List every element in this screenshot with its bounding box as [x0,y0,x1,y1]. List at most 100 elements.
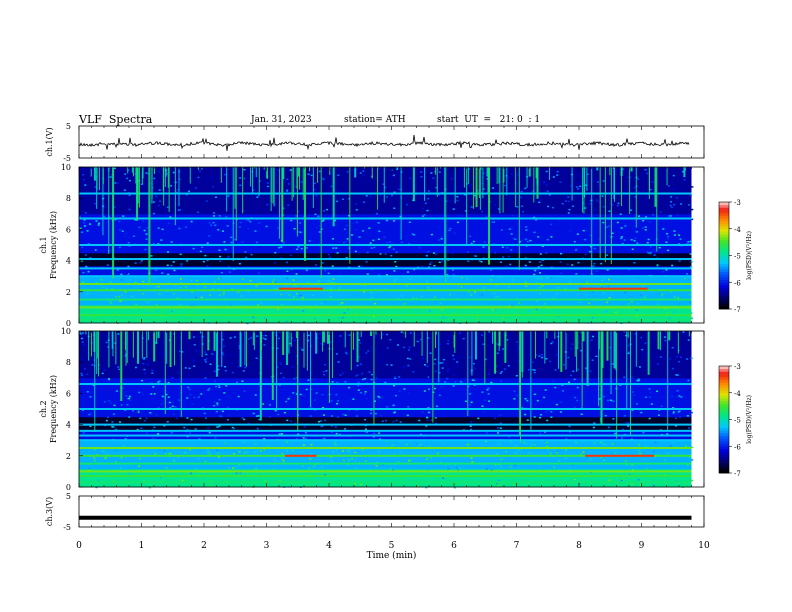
ch2-spectrogram-speckle [604,414,607,417]
ch1-spectrogram-sferic [435,167,437,175]
ch2-spectrogram-speckle [540,413,543,416]
ch1-spectrogram-speckle [350,234,353,236]
ch2-spectrogram-speckle [205,472,208,475]
ch2-spectrogram-speckle [650,403,653,405]
ch1-spectrogram-speckle [691,186,694,188]
ch2-spectrogram-sferic [253,331,255,350]
ch2-spectrogram-speckle [314,385,317,387]
ch2-spectrogram-speckle [227,466,230,469]
ch1-spectrogram-speckle [533,231,536,234]
ch1-spectrogram-speckle [109,176,112,179]
ch1-spectrogram-speckle [524,187,527,190]
ch3-waveform-xtick-label: 1 [139,541,145,551]
ch1-spectrogram-speckle [212,221,215,224]
ch2-spectrogram-speckle [414,354,417,356]
ch1-spectrogram-speckle [185,226,188,228]
ch1-spectrogram-speckle [285,320,288,322]
ch1-spectrogram-speckle [339,303,342,306]
ch1-spectrogram-speckle [577,178,580,181]
ch2-spectrogram-sferic [252,331,254,346]
ch2-spectrogram-speckle [283,411,286,414]
ch1-spectrogram-speckle [690,261,693,263]
ch1-spectrogram-speckle [190,220,193,223]
ch1-spectrogram-speckle [177,209,180,211]
ch1-spectrogram-speckle [541,245,544,247]
ch2-spectrogram-speckle [395,419,398,422]
ch1-spectrogram-sferic [571,167,573,201]
ch2-spectrogram-speckle [470,457,473,459]
ch1-spectrogram-sferic [498,167,500,184]
ch2-spectrogram-speckle [439,362,442,364]
ch2-spectrogram-speckle [280,457,283,459]
ch1-spectrogram-speckle [295,215,298,217]
ch1-spectrogram-speckle [430,261,433,264]
ch1-spectrogram-sferic [488,167,491,265]
ch1-spectrogram-speckle [255,285,258,287]
ch1-spectrogram-speckle [591,305,594,307]
ch1-spectrogram-speckle [460,286,463,288]
ch1-spectrogram-speckle [120,279,123,281]
ch2-spectrogram-speckle [335,402,338,405]
ch1-spectrogram-speckle [478,210,481,213]
ch1-spectrogram-colorbar-cell [719,290,729,294]
ch2-spectrogram-colorbar-cell [719,438,729,442]
ch1-spectrogram-speckle [658,246,661,249]
ch1-spectrogram-speckle [672,174,675,177]
ch2-spectrogram-speckle [364,428,367,430]
ch2-spectrogram-speckle [653,336,656,339]
ch2-spectrogram-speckle [686,358,689,360]
ch1-spectrogram-bg-row [79,224,692,228]
ch2-spectrogram-speckle [447,340,450,342]
ch1-spectrogram-sferic [138,167,140,208]
ch1-spectrogram-speckle [379,253,382,255]
ch2-spectrogram-speckle [516,394,519,397]
ch1-spectrogram-sferic [396,167,398,169]
ch2-spectrogram-speckle [303,426,306,428]
ch2-spectrogram-speckle [104,456,107,459]
ch1-spectrogram-speckle [119,300,122,302]
ch1-spectrogram-speckle [241,278,244,280]
ch1-spectrogram-speckle [227,195,230,197]
ch2-spectrogram-speckle [81,341,84,343]
ch2-spectrogram-speckle [323,414,326,416]
ch1-spectrogram-bg-row [79,268,692,272]
ch1-spectrogram-speckle [620,303,623,305]
ch2-spectrogram-speckle [426,419,429,421]
ch1-spectrogram-speckle [230,241,233,244]
ch2-spectrogram-speckle [614,452,617,454]
ch1-spectrogram-speckle [429,310,432,312]
ch1-spectrogram-speckle [540,277,543,279]
ch2-spectrogram-speckle [190,431,193,433]
ch2-spectrogram-speckle [316,431,319,433]
ch2-spectrogram-speckle [430,446,433,448]
ch2-spectrogram-sferic [310,331,312,408]
ch2-spectrogram-speckle [526,363,529,365]
ch1-spectrogram-speckle [539,292,542,295]
ch2-spectrogram-speckle [279,354,282,356]
ch2-spectrogram-speckle [161,395,164,398]
ch1-spectrogram-speckle [180,265,183,267]
ch1-spectrogram-bg-row [79,206,692,210]
ch2-spectrogram-speckle [592,426,595,429]
ch2-spectrogram-speckle [173,460,176,462]
ch2-spectrogram-speckle [91,363,94,366]
ch1-spectrogram-speckle [603,277,606,280]
ch1-spectrogram-speckle [585,305,588,308]
ch1-spectrogram-speckle [100,279,103,281]
ch2-spectrogram-sferic [544,331,546,364]
ch2-spectrogram-speckle [601,442,604,445]
ch1-spectrogram-speckle [559,181,562,183]
ch2-spectrogram-speckle [652,368,655,370]
ch2-spectrogram-band [79,470,692,473]
ch1-spectrogram-sferic [135,167,137,184]
ch2-spectrogram-speckle [131,345,134,348]
ch2-spectrogram-speckle [85,405,88,407]
ch1-spectrogram-speckle [205,200,208,202]
ch2-spectrogram-speckle [607,426,610,429]
ch1-spectrogram-speckle [636,302,639,305]
ch1-spectrogram-speckle [120,273,123,276]
ch1-spectrogram-speckle [360,265,363,267]
ch1-spectrogram-speckle [81,246,84,249]
ch1-spectrogram-speckle [644,304,647,306]
ch1-spectrogram-speckle [485,216,488,218]
